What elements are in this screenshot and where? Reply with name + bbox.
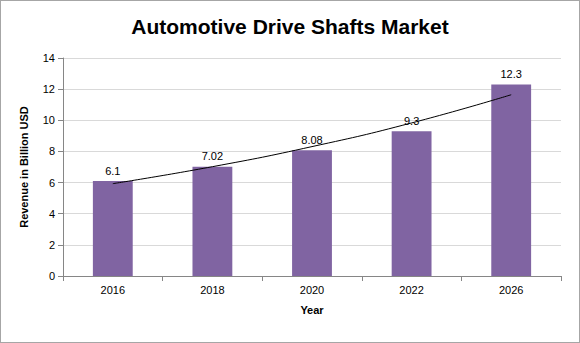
svg-text:10: 10 xyxy=(43,114,55,126)
svg-text:2: 2 xyxy=(49,239,55,251)
svg-text:12.3: 12.3 xyxy=(500,68,521,80)
svg-text:7.02: 7.02 xyxy=(202,150,223,162)
svg-text:2020: 2020 xyxy=(300,284,324,296)
svg-text:12: 12 xyxy=(43,83,55,95)
svg-text:9.3: 9.3 xyxy=(404,115,419,127)
svg-text:2016: 2016 xyxy=(101,284,125,296)
svg-text:0: 0 xyxy=(49,270,55,282)
svg-text:6: 6 xyxy=(49,177,55,189)
svg-text:6.1: 6.1 xyxy=(105,165,120,177)
svg-text:2018: 2018 xyxy=(200,284,224,296)
svg-text:8: 8 xyxy=(49,145,55,157)
svg-text:2026: 2026 xyxy=(499,284,523,296)
svg-text:8.08: 8.08 xyxy=(301,134,322,146)
svg-text:14: 14 xyxy=(43,52,55,64)
svg-text:Automotive Drive Shafts Market: Automotive Drive Shafts Market xyxy=(131,15,448,38)
svg-text:2022: 2022 xyxy=(399,284,423,296)
svg-text:Year: Year xyxy=(300,304,324,316)
svg-text:Revenue in Billion USD: Revenue in Billion USD xyxy=(18,106,30,228)
svg-text:4: 4 xyxy=(49,208,55,220)
